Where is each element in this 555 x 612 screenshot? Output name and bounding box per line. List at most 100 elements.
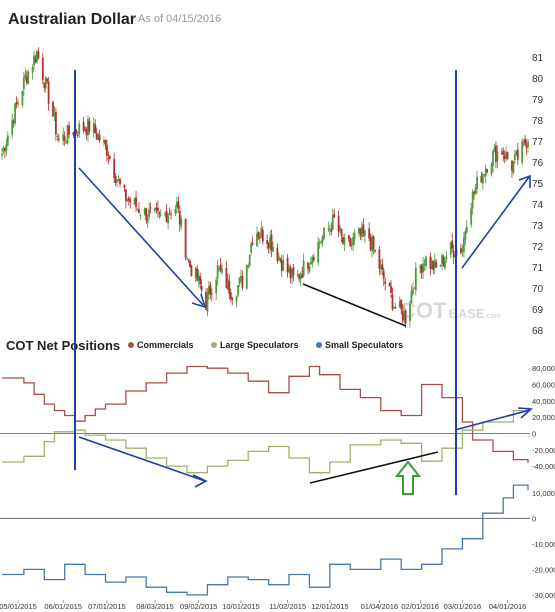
date-tick-label: 07/01/2015 — [88, 602, 126, 611]
candle-down — [390, 285, 392, 294]
legend: Commercials Large Speculators Small Specul… — [128, 340, 403, 350]
candle-up — [206, 292, 209, 312]
candle-up — [433, 259, 436, 269]
candle-up — [247, 266, 250, 268]
legend-label: Large Speculators — [220, 340, 299, 350]
candle-down — [516, 149, 519, 160]
candle-up — [238, 277, 241, 285]
candle-up — [496, 151, 499, 162]
date-tick-label: 01/04/2016 — [361, 602, 399, 611]
candle-down — [460, 248, 462, 253]
candle-down — [98, 134, 101, 141]
date-tick-label: 04/01/2016 — [489, 602, 527, 611]
candle-up — [328, 228, 331, 231]
candle-up — [360, 226, 363, 237]
cot-upper-tick-label: -40,000 — [532, 462, 555, 471]
annotation-arrow-price-up — [461, 176, 530, 269]
candle-down — [257, 231, 260, 237]
annotation-arrowhead-price-down — [191, 293, 207, 309]
cot-lower-tick-label: 0 — [532, 514, 536, 523]
candle-down — [506, 151, 509, 159]
annotation-line-cot-rising — [309, 451, 439, 484]
candle-up — [97, 134, 100, 141]
candle-up — [197, 275, 200, 281]
candle-up — [259, 236, 261, 239]
candle-up — [62, 134, 65, 141]
candle-down — [372, 236, 375, 249]
candle-up — [474, 187, 477, 195]
candle-up — [398, 301, 401, 308]
candle-up — [31, 67, 34, 73]
candle-up — [250, 243, 253, 253]
candle-up — [117, 179, 120, 181]
annotation-arrow-cot-up — [454, 409, 531, 431]
candle-down — [404, 310, 407, 324]
candle-up — [11, 120, 14, 135]
candle-down — [480, 175, 483, 183]
candle-up — [371, 236, 373, 252]
cot-upper-tick-label: 20,000 — [532, 413, 555, 422]
candle-up — [269, 237, 271, 250]
candle-up — [215, 279, 218, 294]
candle-down — [280, 259, 283, 272]
candle-up — [481, 173, 484, 184]
candle-up — [103, 140, 105, 144]
candle-down — [158, 212, 161, 214]
candle-up — [33, 55, 35, 66]
candle-down — [178, 210, 181, 225]
candle-down — [524, 138, 526, 145]
candle-down — [419, 266, 422, 268]
price-tick-label: 71 — [532, 263, 544, 274]
cot-line-commercials — [2, 365, 529, 463]
candle-up — [318, 243, 321, 244]
candle-down — [337, 215, 340, 232]
candle-up — [323, 227, 325, 239]
candle-down — [251, 242, 254, 245]
candle-down — [85, 128, 88, 136]
candle-up — [291, 269, 293, 279]
candle-up — [423, 264, 426, 266]
candle-down — [368, 228, 371, 239]
candle-down — [187, 260, 190, 261]
candle-down — [401, 311, 404, 321]
candle-up — [422, 263, 424, 272]
candle-down — [359, 229, 362, 235]
candle-down — [106, 144, 108, 157]
candle-up — [476, 177, 478, 190]
candle-down — [279, 258, 282, 261]
candle-down — [94, 124, 97, 133]
candle-down — [199, 276, 202, 285]
candle-down — [84, 129, 86, 131]
cot-lower-tick-label: 10,000 — [532, 489, 555, 498]
candle-up — [143, 208, 146, 215]
candle-up — [512, 161, 515, 174]
candle-up — [493, 147, 496, 152]
candle-up — [393, 307, 395, 308]
candle-up — [282, 259, 285, 270]
candle-down — [225, 267, 228, 288]
candle-up — [116, 180, 119, 182]
candle-up — [309, 261, 312, 265]
candle-up — [146, 218, 149, 223]
chart-title: Australian Dollar — [8, 11, 136, 28]
cot-upper-tick-label: 80,000 — [532, 364, 555, 373]
candle-up — [505, 152, 508, 159]
date-tick-label: 10/01/2015 — [222, 602, 260, 611]
candle-up — [353, 233, 356, 240]
candle-up — [430, 260, 433, 269]
candle-down — [114, 176, 117, 183]
price-axis: 68 69 70 71 72 73 74 75 76 77 78 79 80 81 — [532, 53, 544, 337]
candle-down — [231, 297, 234, 300]
candle-up — [521, 141, 524, 163]
price-tick-label: 73 — [532, 221, 544, 232]
candle-down — [37, 51, 40, 59]
candle-down — [4, 148, 6, 152]
cot-upper-tick-label: -20,000 — [532, 446, 555, 455]
cot-series — [2, 365, 529, 596]
candle-up — [218, 267, 221, 269]
date-tick-label: 12/01/2015 — [311, 602, 349, 611]
candle-down — [41, 57, 44, 81]
candle-down — [196, 268, 199, 281]
price-tick-label: 80 — [532, 74, 544, 85]
price-tick-label: 70 — [532, 284, 544, 295]
